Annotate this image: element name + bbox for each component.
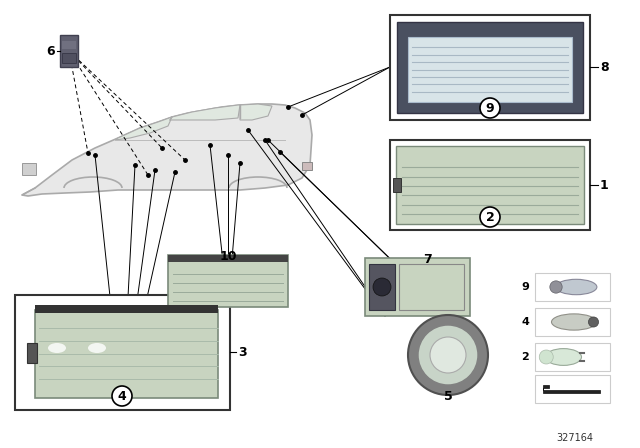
Text: 7: 7 bbox=[422, 253, 431, 266]
Text: 2: 2 bbox=[521, 352, 529, 362]
Bar bbox=[35, 310, 218, 398]
Text: 9: 9 bbox=[521, 282, 529, 292]
Circle shape bbox=[588, 317, 598, 327]
Text: 5: 5 bbox=[444, 390, 452, 403]
Text: 9: 9 bbox=[486, 102, 494, 115]
Bar bbox=[168, 255, 288, 262]
Bar bbox=[408, 37, 572, 102]
Text: 4: 4 bbox=[118, 389, 126, 402]
Bar bbox=[397, 22, 583, 113]
Text: 10: 10 bbox=[220, 250, 237, 263]
Bar bbox=[22, 163, 36, 175]
Bar bbox=[35, 305, 218, 313]
Polygon shape bbox=[543, 385, 600, 393]
Bar bbox=[535, 343, 610, 371]
Bar bbox=[27, 343, 37, 363]
Bar bbox=[62, 41, 76, 49]
Polygon shape bbox=[22, 104, 312, 196]
Bar bbox=[60, 35, 78, 67]
Ellipse shape bbox=[48, 343, 66, 353]
Circle shape bbox=[408, 315, 488, 395]
Bar bbox=[302, 162, 312, 170]
Bar bbox=[365, 258, 470, 316]
Polygon shape bbox=[170, 105, 240, 120]
Text: 327164: 327164 bbox=[557, 433, 593, 443]
Bar bbox=[393, 178, 401, 192]
Bar bbox=[535, 375, 610, 403]
Bar bbox=[535, 273, 610, 301]
Bar bbox=[535, 308, 610, 336]
Bar bbox=[390, 140, 590, 230]
Polygon shape bbox=[240, 104, 272, 120]
Bar bbox=[62, 53, 76, 63]
Text: 4: 4 bbox=[521, 317, 529, 327]
Bar bbox=[399, 264, 464, 310]
Bar bbox=[15, 295, 230, 410]
Circle shape bbox=[480, 98, 500, 118]
Ellipse shape bbox=[88, 343, 106, 353]
Bar bbox=[369, 264, 395, 310]
Text: 8: 8 bbox=[600, 60, 609, 73]
Text: 1: 1 bbox=[600, 178, 609, 191]
Circle shape bbox=[418, 325, 478, 385]
Bar bbox=[390, 15, 590, 120]
Text: 6: 6 bbox=[46, 44, 55, 57]
Circle shape bbox=[540, 350, 553, 364]
Text: 3: 3 bbox=[238, 345, 246, 358]
Circle shape bbox=[480, 207, 500, 227]
Bar bbox=[396, 146, 584, 224]
Ellipse shape bbox=[545, 349, 582, 366]
Circle shape bbox=[112, 386, 132, 406]
Ellipse shape bbox=[556, 279, 597, 295]
Polygon shape bbox=[115, 117, 172, 140]
Text: 2: 2 bbox=[486, 211, 494, 224]
Circle shape bbox=[550, 281, 562, 293]
Bar bbox=[168, 255, 288, 307]
Circle shape bbox=[373, 278, 391, 296]
Ellipse shape bbox=[552, 314, 596, 330]
Circle shape bbox=[430, 337, 466, 373]
